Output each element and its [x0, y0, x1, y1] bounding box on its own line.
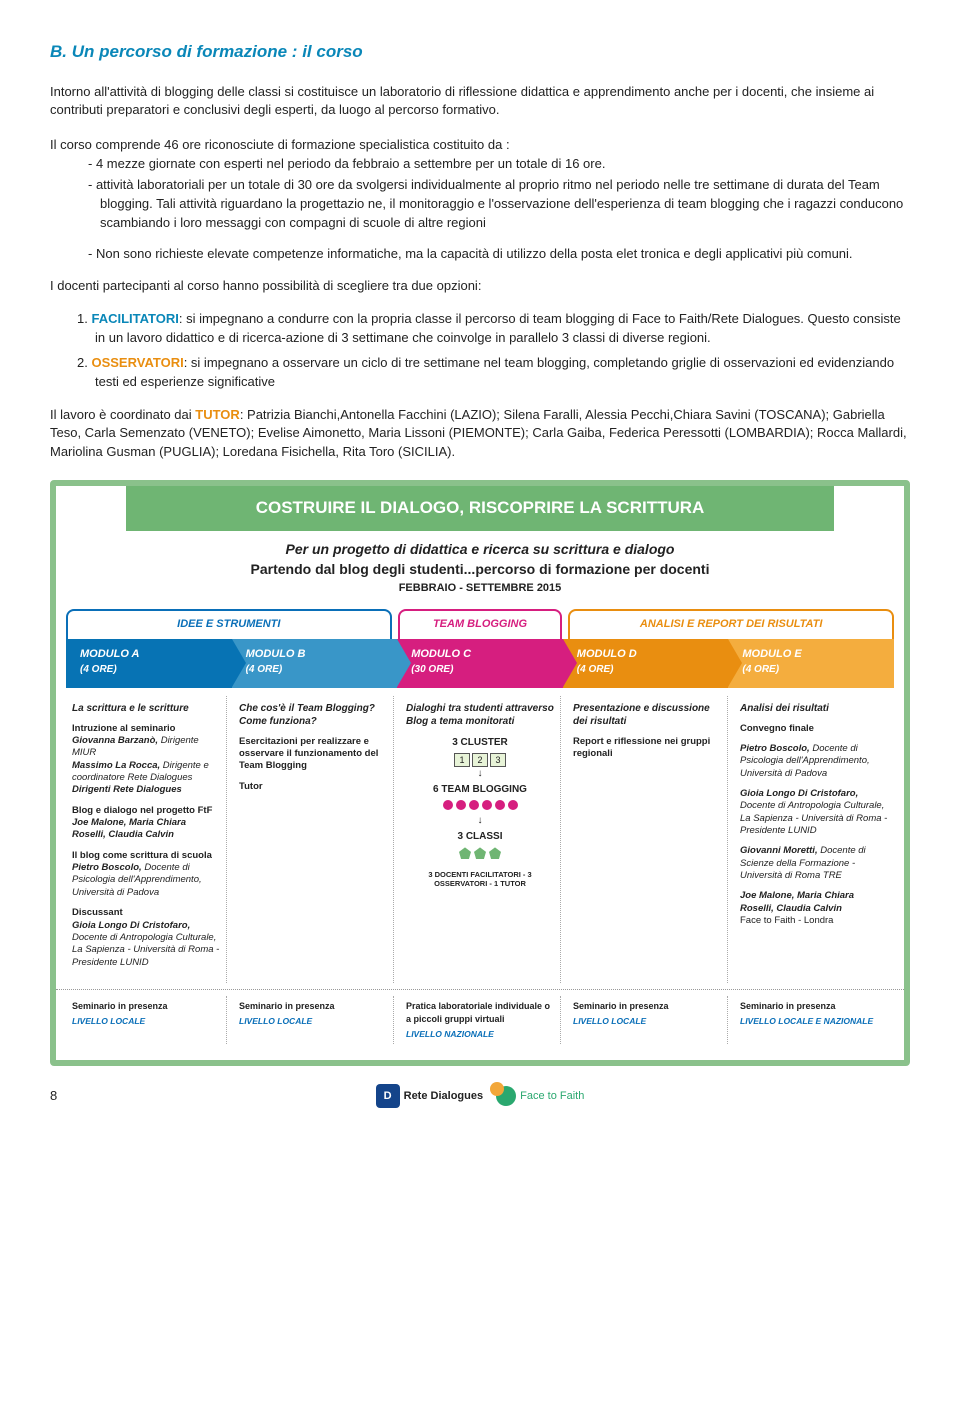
- diagram-sub2: Partendo dal blog degli studenti...perco…: [56, 559, 904, 579]
- foot-e: Seminario in presenzaLIVELLO LOCALE E NA…: [734, 996, 894, 1044]
- strip-team: TEAM BLOGGING: [398, 609, 563, 641]
- foot-c: Pratica laboratoriale individuale o a pi…: [400, 996, 561, 1044]
- role-facilitatori: 1. FACILITATORI: si impegnano a condurre…: [50, 310, 910, 348]
- module-e: MODULO E(4 ORE): [728, 639, 894, 687]
- face-to-faith-icon: [496, 1086, 516, 1106]
- diagram-sub1: Per un progetto di didattica e ricerca s…: [56, 539, 904, 559]
- module-c: MODULO C(30 ORE): [397, 639, 563, 687]
- diagram-banner: COSTRUIRE IL DIALOGO, RISCOPRIRE LA SCRI…: [126, 486, 834, 531]
- foot-a: Seminario in presenzaLIVELLO LOCALE: [66, 996, 227, 1044]
- detail-col-c: Dialoghi tra studenti attraverso Blog a …: [400, 696, 561, 983]
- strip-idee: IDEE E STRUMENTI: [66, 609, 392, 641]
- strip-analisi: ANALISI E REPORT DEI RISULTATI: [568, 609, 894, 641]
- page-number: 8: [50, 1087, 80, 1106]
- diagram-date: FEBBRAIO - SETTEMBRE 2015: [56, 581, 904, 597]
- module-d: MODULO D(4 ORE): [563, 639, 729, 687]
- module-b: MODULO B(4 ORE): [232, 639, 398, 687]
- detail-col-b: Che cos'è il Team Blogging? Come funzion…: [233, 696, 394, 983]
- section-title: B. Un percorso di formazione : il corso: [50, 40, 910, 65]
- options-lead: I docenti partecipanti al corso hanno po…: [50, 277, 910, 296]
- module-a: MODULO A(4 ORE): [66, 639, 232, 687]
- course-lead: Il corso comprende 46 ore riconosciute d…: [50, 136, 910, 155]
- intro-paragraph: Intorno all'attività di blogging delle c…: [50, 83, 910, 121]
- detail-col-a: La scrittura e le scritture Intruzione a…: [66, 696, 227, 983]
- detail-col-d: Presentazione e discussione dei risultat…: [567, 696, 728, 983]
- tutor-paragraph: Il lavoro è coordinato dai TUTOR: Patriz…: [50, 406, 910, 463]
- bullet-3: Non sono richieste elevate competenze in…: [50, 245, 910, 264]
- bullet-2: attività laboratoriali per un totale di …: [50, 176, 910, 233]
- foot-b: Seminario in presenzaLIVELLO LOCALE: [233, 996, 394, 1044]
- foot-d: Seminario in presenzaLIVELLO LOCALE: [567, 996, 728, 1044]
- footer-logos: DRete Dialogues Face to Faith: [88, 1084, 872, 1108]
- bullet-1: 4 mezze giornate con esperti nel periodo…: [50, 155, 910, 174]
- diagram: COSTRUIRE IL DIALOGO, RISCOPRIRE LA SCRI…: [50, 480, 910, 1066]
- role-osservatori: 2. OSSERVATORI: si impegnano a osservare…: [50, 354, 910, 392]
- rete-dialogues-icon: D: [376, 1084, 400, 1108]
- detail-col-e: Analisi dei risultati Convegno finale Pi…: [734, 696, 894, 983]
